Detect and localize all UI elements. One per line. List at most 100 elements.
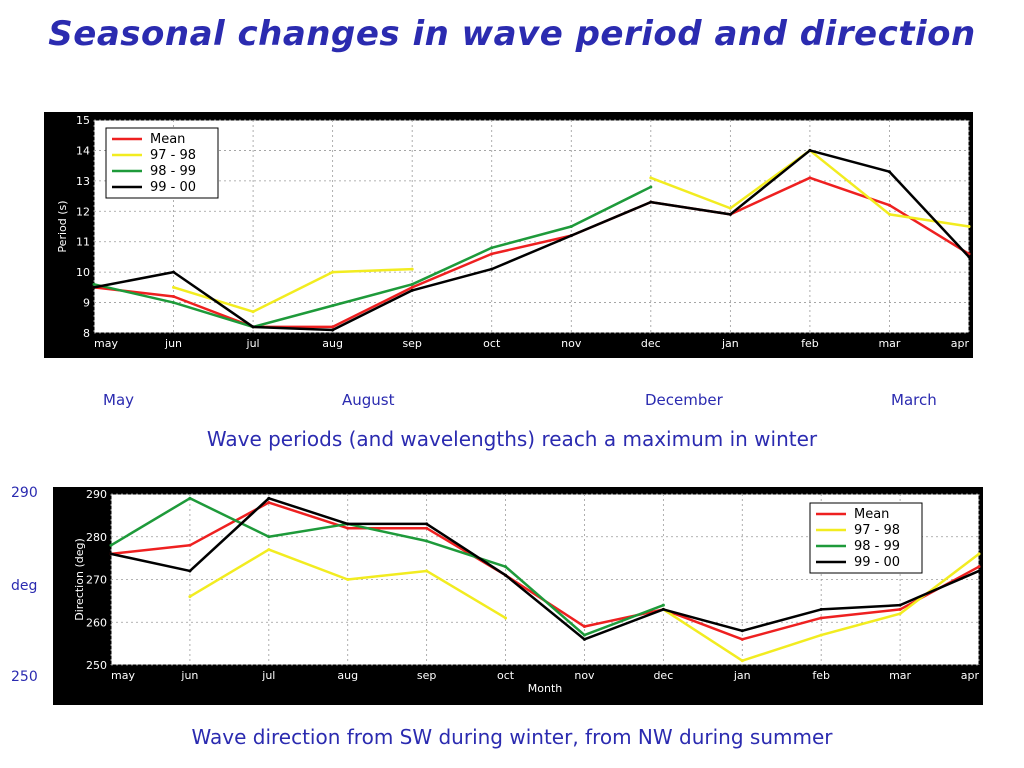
direction-xtick-label: oct xyxy=(497,669,515,682)
period-series-98-99-point xyxy=(172,301,176,305)
direction-series-mean-point xyxy=(582,625,586,629)
direction-series-99-00-point xyxy=(661,607,665,611)
period-xtick-label: sep xyxy=(402,337,421,350)
direction-series-98-99-point xyxy=(188,496,192,500)
direction-ytick-label: 280 xyxy=(86,531,107,544)
direction-ytick-label: 250 xyxy=(86,659,107,672)
period-series-98-99-point xyxy=(649,185,653,189)
direction-series-99-00-point xyxy=(188,569,192,573)
wave-period-plot: 8 9 10 11 12 13 14 15 may jun jul aug sep oct nov dec ja… xyxy=(56,114,971,350)
direction-series-99-00-point xyxy=(346,522,350,526)
direction-xtick-label: aug xyxy=(337,669,358,682)
direction-series-98-99-point xyxy=(267,535,271,539)
direction-xtick-label: nov xyxy=(574,669,595,682)
period-series-97-98-point xyxy=(887,212,891,216)
direction-series-mean-point xyxy=(898,607,902,611)
period-xtick-label: may xyxy=(94,337,118,350)
period-ytick-label: 15 xyxy=(76,114,90,127)
period-ytick-label: 11 xyxy=(76,236,90,249)
direction-series-99-00-point xyxy=(977,569,981,573)
period-series-mean-point xyxy=(887,203,891,207)
direction-series-99-00-point xyxy=(109,552,113,556)
direction-series-98-99-point xyxy=(425,539,429,543)
caption-wave-direction: Wave direction from SW during winter, fr… xyxy=(191,725,833,749)
direction-series-mean-point xyxy=(346,526,350,530)
period-series-99-00-point xyxy=(331,328,335,332)
period-ytick-label: 9 xyxy=(83,297,90,310)
period-series-98-99-point xyxy=(490,246,494,250)
direction-series-97-98-point xyxy=(188,595,192,599)
period-series-99-00-point xyxy=(172,270,176,274)
direction-ytick-label: 290 xyxy=(86,488,107,501)
direction-legend-label: 99 - 00 xyxy=(854,555,900,570)
period-xtick-label: oct xyxy=(483,337,501,350)
direction-series-99-00-point xyxy=(504,573,508,577)
direction-series-99-00-point xyxy=(819,607,823,611)
period-series-99-00-point xyxy=(808,148,812,152)
period-series-97-98-point xyxy=(649,176,653,180)
direction-series-97-98-point xyxy=(819,633,823,637)
direction-series-98-99-point xyxy=(504,565,508,569)
direction-series-97-98-point xyxy=(504,616,508,620)
period-legend-label: 97 - 98 xyxy=(150,148,196,163)
period-series-mean-point xyxy=(808,176,812,180)
period-series-98-99-point xyxy=(92,282,96,286)
direction-xtick-label: jun xyxy=(180,669,198,682)
direction-series-mean-point xyxy=(740,637,744,641)
direction-xtick-label: sep xyxy=(417,669,436,682)
direction-series-98-99-line xyxy=(110,497,664,637)
period-series-98-99-point xyxy=(410,282,414,286)
direction-series-97-98-point xyxy=(346,578,350,581)
direction-series-99-00-line xyxy=(110,497,980,641)
direction-xtick-label: dec xyxy=(653,669,673,682)
period-xtick-label: jul xyxy=(246,337,260,350)
period-series-mean-point xyxy=(172,294,176,298)
direction-series-98-99-point xyxy=(109,543,113,547)
direction-series-mean-point xyxy=(267,501,271,505)
month-label-august: August xyxy=(342,391,395,409)
period-xtick-label: nov xyxy=(561,337,582,350)
direction-xtick-label: may xyxy=(111,669,135,682)
month-label-march: March xyxy=(891,391,937,409)
direction-series-98-99-point xyxy=(661,603,665,607)
wave-period-chart: 8 9 10 11 12 13 14 15 may jun jul aug sep oct nov dec ja… xyxy=(44,112,973,358)
direction-series-mean-point xyxy=(188,543,192,547)
side-label-deg: deg xyxy=(11,578,38,594)
direction-ytick-label: 260 xyxy=(86,616,107,629)
direction-series-mean-point xyxy=(819,616,823,620)
period-series-97-98-point xyxy=(967,225,971,228)
direction-legend-label: Mean xyxy=(854,507,889,522)
period-series-mean-point xyxy=(331,325,335,329)
slide-title: Seasonal changes in wave period and dire… xyxy=(48,14,976,54)
period-series-98-99-point xyxy=(331,304,335,308)
period-ytick-label: 8 xyxy=(83,327,90,340)
wave-direction-plot: 250 260 270 280 290 may jun jul aug sep oct nov dec j… xyxy=(73,488,981,695)
period-xtick-label: mar xyxy=(878,337,900,350)
direction-series-99-00-point xyxy=(582,637,586,641)
period-ylabel: Period (s) xyxy=(56,200,69,252)
period-series-97-98-point xyxy=(728,206,732,210)
direction-series-97-98-point xyxy=(977,552,981,556)
period-series-99-00-point xyxy=(967,255,971,259)
direction-series-99-00-point xyxy=(267,496,271,500)
period-series-99-00-point xyxy=(649,200,653,204)
period-series-97-98-point xyxy=(172,285,176,289)
period-series-99-00-point xyxy=(569,234,573,238)
period-legend-label: Mean xyxy=(150,132,185,147)
side-label-290: 290 xyxy=(11,485,38,501)
direction-ylabel: Direction (deg) xyxy=(73,538,86,621)
direction-series-99-00-point xyxy=(740,629,744,633)
period-series-99-00-point xyxy=(728,212,732,216)
direction-series-99-00-point xyxy=(425,522,429,526)
direction-series-98-99-point xyxy=(582,633,586,637)
direction-xtick-label: mar xyxy=(889,669,911,682)
period-xtick-label: dec xyxy=(641,337,661,350)
period-xtick-label: aug xyxy=(322,337,343,350)
direction-series-97-98-point xyxy=(425,569,429,573)
period-series-97-98-point xyxy=(251,310,255,314)
period-series-99-00-point xyxy=(490,267,494,271)
period-series-99-00-point xyxy=(887,170,891,174)
direction-xtick-label: jul xyxy=(261,669,275,682)
direction-series-mean-point xyxy=(977,565,981,569)
period-legend-label: 99 - 00 xyxy=(150,180,196,195)
